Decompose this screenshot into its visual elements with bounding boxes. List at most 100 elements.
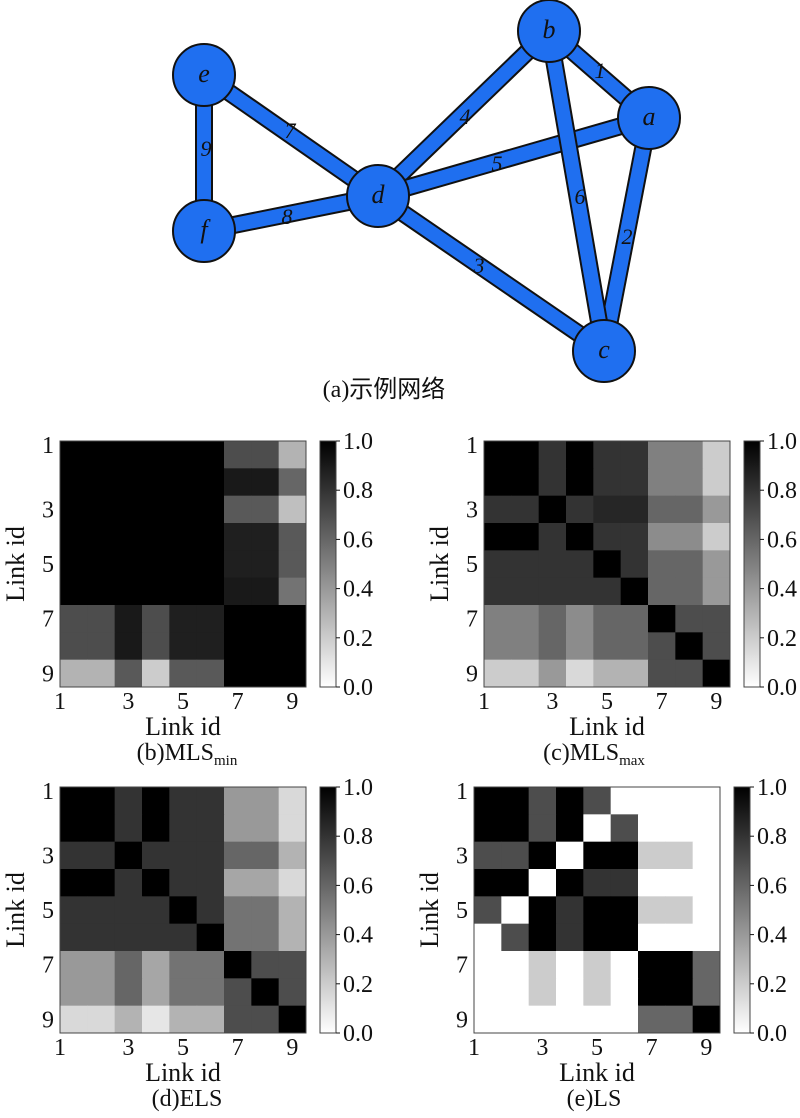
heatmap-cell: [538, 523, 567, 551]
heatmap-cell: [702, 441, 731, 469]
heatmap-cell: [556, 841, 584, 870]
y-axis-label: Link id: [1, 526, 30, 602]
colorbar: [319, 786, 337, 1034]
node-circle: [172, 199, 236, 263]
heatmap-cell: [114, 659, 143, 688]
heatmap-cell: [638, 787, 666, 815]
heatmap-frame: [483, 440, 731, 688]
y-tick-label: 7: [456, 953, 468, 979]
heatmap-cell: [196, 896, 225, 925]
heatmap-cell: [593, 495, 622, 524]
heatmap-cell: [114, 550, 143, 579]
x-tick-label: 5: [177, 1035, 189, 1061]
heatmap-cell: [224, 632, 252, 661]
heatmap-cell: [224, 495, 252, 524]
x-tick-label: 1: [468, 1035, 480, 1061]
example-network: 1 2 3 45 6 7 8 9 e f d b a c: [172, 0, 681, 383]
y-tick-label: 9: [456, 1007, 468, 1033]
colorbar-tick-label: 0.8: [343, 478, 373, 504]
heatmap-cell: [60, 495, 88, 524]
node-label: f: [200, 215, 211, 244]
y-tick-label: 7: [466, 607, 478, 633]
heatmap-cell: [474, 814, 502, 843]
heatmap-cell: [501, 951, 530, 979]
heatmap-cell: [169, 1005, 198, 1034]
heatmap-cell: [169, 495, 198, 524]
edge-7: [200, 69, 382, 202]
heatmap-cell: [638, 978, 666, 1007]
heatmap-cell: [60, 605, 88, 633]
heatmap-cell: [556, 978, 584, 1007]
heatmap-cell: [224, 605, 252, 633]
heatmap-cell: [675, 577, 704, 606]
heatmap-cell: [114, 495, 143, 524]
colorbar-tick-label: 0.2: [343, 972, 373, 998]
heatmap-cell: [278, 896, 307, 925]
heatmap-cell: [142, 978, 170, 1007]
heatmap-cell: [87, 814, 116, 843]
edge-6: [542, 29, 611, 353]
heatmap-cell: [142, 1005, 170, 1034]
heatmap-cell: [484, 605, 512, 633]
heatmap-cell: [169, 923, 198, 952]
heatmap-cell: [538, 495, 567, 524]
heatmap-cell: [675, 441, 704, 469]
heatmap-cell: [60, 841, 88, 870]
heatmap-cell: [251, 787, 280, 815]
heatmap-cell: [620, 577, 649, 606]
x-axis-label: Link id: [569, 712, 645, 741]
y-tick-label: 5: [456, 898, 468, 924]
heatmap-cell: [692, 896, 721, 925]
heatmap-cell: [692, 814, 721, 843]
heatmap-cell: [583, 787, 612, 815]
heatmap-cell: [566, 468, 594, 497]
heatmap-cell: [528, 787, 557, 815]
heatmap-cell: [610, 841, 639, 870]
heatmap-cell: [484, 577, 512, 606]
heatmap-cell: [278, 869, 307, 897]
heatmap-cell: [114, 1005, 143, 1034]
heatmap-cell: [702, 605, 731, 633]
colorbar-tick-label: 0.4: [343, 577, 373, 603]
heatmap-cell: [224, 869, 252, 897]
heatmap-cell: [665, 814, 694, 843]
panel-caption: (e)LS: [567, 1086, 622, 1112]
heatmap-cell: [196, 951, 225, 979]
heatmap-cell: [224, 1005, 252, 1034]
heatmap-cell: [224, 523, 252, 551]
heatmap-cell: [528, 951, 557, 979]
heatmap-cell: [251, 659, 280, 688]
heatmap-cell: [692, 869, 721, 897]
heatmap-cell: [224, 550, 252, 579]
edge-labels: 1 2 3 45 6 7 8 9: [201, 58, 633, 278]
y-tick-label: 9: [42, 661, 54, 687]
heatmap-cell: [224, 441, 252, 469]
heatmap-cell: [566, 577, 594, 606]
heatmap-cell: [114, 632, 143, 661]
edge-label-3: 3: [473, 253, 485, 278]
colorbar-tick-label: 0.2: [343, 626, 373, 652]
x-tick-label: 9: [286, 1035, 298, 1061]
heatmap-cell: [60, 896, 88, 925]
caption-subscript: max: [619, 753, 645, 769]
y-tick-label: 3: [466, 497, 478, 523]
heatmap-cell: [648, 577, 676, 606]
colorbar-tick-label: 0.0: [343, 675, 373, 701]
heatmap-cell: [278, 605, 307, 633]
heatmap-cell: [224, 896, 252, 925]
heatmap-cell: [620, 468, 649, 497]
x-tick-label: 7: [646, 1035, 658, 1061]
heatmap-cell: [169, 951, 198, 979]
heatmap-cell: [556, 869, 584, 897]
heatmap-cell: [638, 814, 666, 843]
heatmap-cell: [484, 468, 512, 497]
heatmap-cell: [702, 495, 731, 524]
heatmap-cell: [142, 495, 170, 524]
heatmap-cell: [142, 523, 170, 551]
caption-main: (b)MLS: [137, 740, 214, 766]
heatmap-cell: [593, 523, 622, 551]
heatmap-cell: [142, 468, 170, 497]
heatmap-cell: [610, 896, 639, 925]
caption-subscript: min: [214, 753, 238, 769]
